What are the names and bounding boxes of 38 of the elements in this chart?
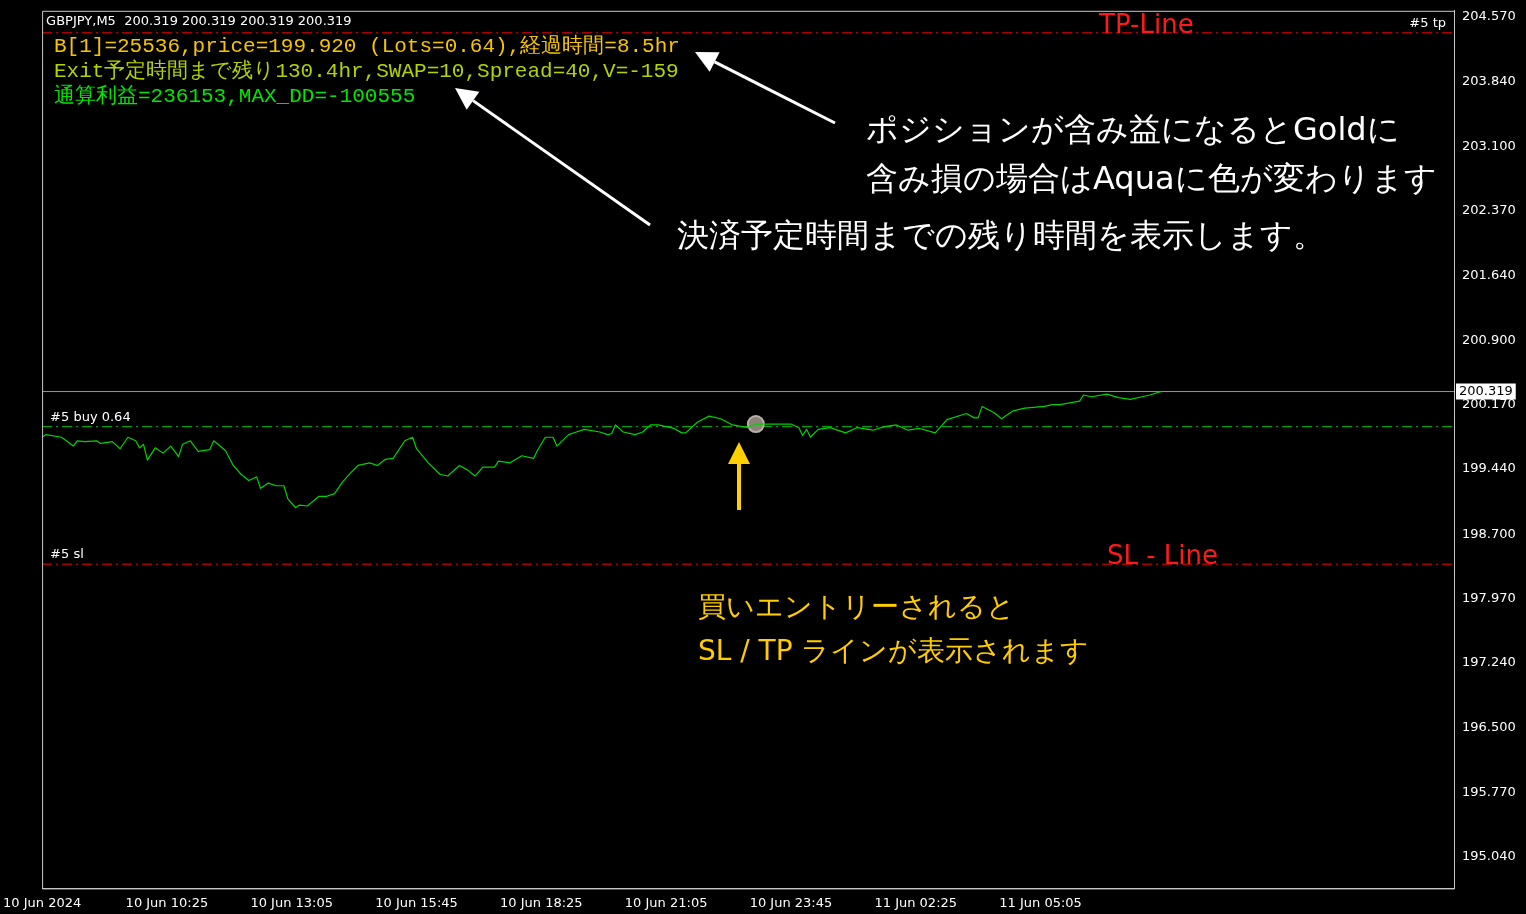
ref-line-label: 200.319 — [1459, 382, 1513, 398]
annotation: 含み損の場合はAquaに色が変わります — [866, 158, 1437, 199]
annotation: SL / TP ラインが表示されます — [698, 633, 1090, 669]
x-tick-label: 10 Jun 2024 — [3, 894, 82, 910]
x-tick-label: 10 Jun 13:05 — [250, 894, 334, 910]
x-tick-label: 10 Jun 10:25 — [125, 894, 209, 910]
y-tick-label: 201.640 — [1462, 266, 1516, 282]
x-tick-label: 11 Jun 02:25 — [874, 894, 958, 910]
annotation: ポジションが含み益になるとGoldに — [866, 109, 1400, 150]
annotation: SL - Line — [1106, 539, 1218, 570]
y-tick-label: 200.170 — [1462, 396, 1516, 412]
y-tick-label: 197.970 — [1462, 589, 1516, 605]
y-tick-label: 198.700 — [1462, 525, 1516, 541]
y-tick-label: 195.770 — [1462, 783, 1516, 799]
y-tick-label: 203.100 — [1462, 137, 1516, 153]
y-tick-label: 203.840 — [1462, 72, 1516, 88]
ref-line-label: #5 buy 0.64 — [50, 408, 131, 424]
x-tick-label: 10 Jun 18:25 — [500, 894, 583, 910]
annotation: Exit予定時間まで残り130.4hr,SWAP=10,Spread=40,V=-159 — [54, 60, 679, 83]
x-tick-label: 11 Jun 05:05 — [999, 894, 1082, 910]
y-tick-label: 195.040 — [1462, 848, 1516, 864]
x-tick-label: 10 Jun 15:45 — [375, 894, 458, 910]
x-tick-label: 10 Jun 23:45 — [749, 894, 833, 910]
annotation: 決済予定時間までの残り時間を表示します。 — [677, 215, 1325, 256]
y-tick-label: 197.240 — [1462, 654, 1516, 670]
annotation: 通算利益=236153,MAX_DD=-100555 — [54, 85, 416, 108]
y-tick-label: 199.440 — [1462, 460, 1516, 476]
y-tick-label: 200.900 — [1462, 331, 1516, 347]
annotation: TP-Line — [1098, 8, 1194, 39]
y-tick-label: 204.570 — [1462, 8, 1516, 24]
y-tick-label: 196.500 — [1462, 719, 1516, 735]
x-tick-label: 10 Jun 21:05 — [624, 894, 708, 910]
annotation: B[1]=25536,price=199.920 (Lots=0.64),経過時間=8.5hr — [54, 33, 680, 59]
ref-line-label: #5 sl — [50, 546, 84, 562]
annotation: 買いエントリーされると — [698, 589, 1015, 625]
ref-line-label: #5 tp — [1409, 14, 1446, 30]
y-tick-label: 202.370 — [1462, 202, 1516, 218]
chart-title: GBPJPY,M5 200.319 200.319 200.319 200.319 — [46, 13, 352, 29]
